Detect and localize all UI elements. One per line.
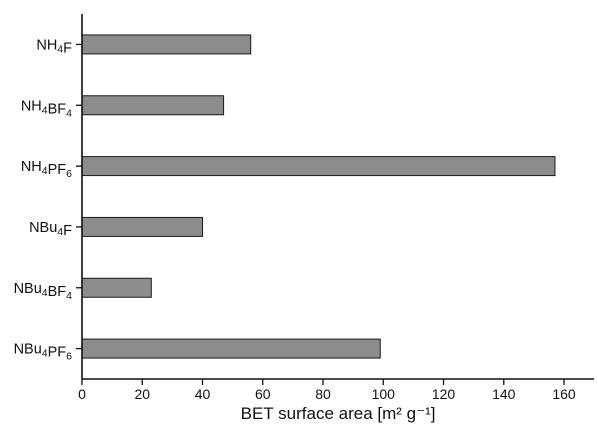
bars-layer	[81, 34, 556, 359]
x-tick-label: 40	[195, 386, 211, 402]
x-tick-label: 100	[372, 386, 396, 402]
x-tick-label: 0	[78, 386, 86, 402]
bar	[81, 34, 252, 55]
x-ticks: 0 20 40 60 80 100 120 140 160	[78, 379, 576, 402]
bar	[81, 277, 152, 298]
x-tick-label: 160	[552, 386, 576, 402]
category-label: NH4F	[36, 37, 72, 56]
x-tick-label: 60	[255, 386, 271, 402]
category-label: NH4BF4	[21, 98, 72, 119]
x-tick-label: 80	[315, 386, 331, 402]
axes-layer	[81, 14, 595, 380]
x-tick-label: 120	[432, 386, 456, 402]
category-label: NBu4F	[29, 220, 72, 239]
category-labels: NH4F NH4BF4 NH4PF6 NBu4F NBu4BF4 NBu4PF6	[14, 37, 82, 363]
bar	[81, 216, 203, 237]
category-label: NBu4PF6	[14, 342, 73, 363]
x-axis-title: BET surface area [m² g⁻¹]	[241, 404, 436, 423]
category-label: NBu4BF4	[14, 281, 73, 302]
bar	[81, 95, 225, 116]
bar	[81, 338, 381, 359]
x-tick-label: 20	[134, 386, 150, 402]
bar	[81, 156, 556, 177]
category-label: NH4PF6	[21, 159, 72, 180]
x-tick-label: 140	[492, 386, 516, 402]
